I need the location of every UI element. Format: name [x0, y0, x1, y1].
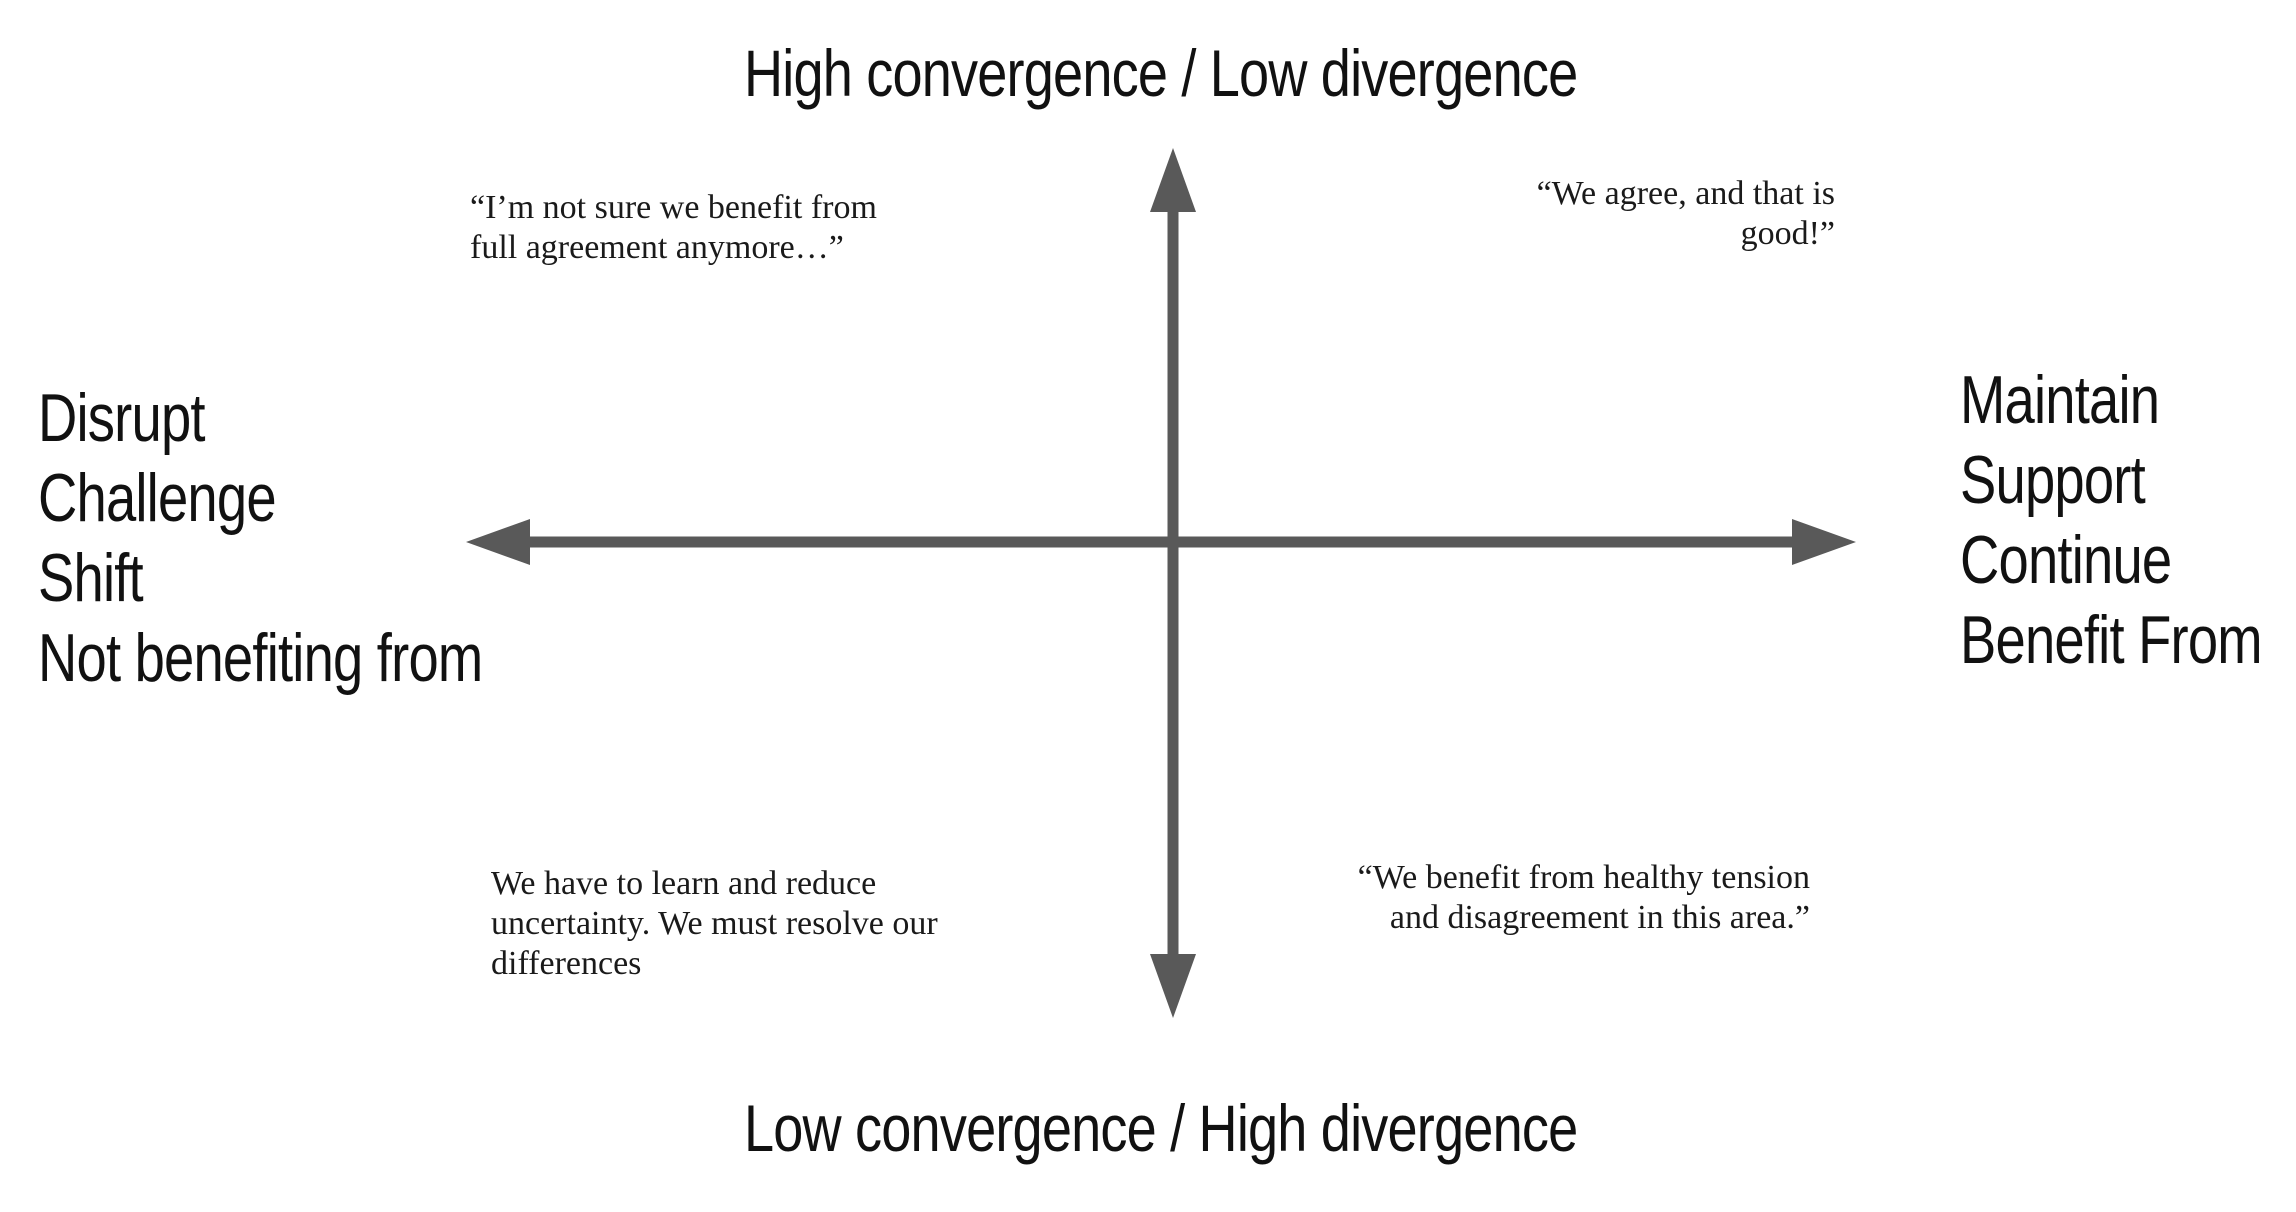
top-axis-label: High convergence / Low divergence — [744, 36, 1578, 110]
left-label-shift: Shift — [38, 540, 144, 616]
up-arrowhead — [1150, 148, 1196, 212]
bottom-axis-label: Low convergence / High divergence — [744, 1091, 1578, 1165]
quadrant-top-right-quote: “We agree, and that is good!” — [1536, 175, 1835, 252]
right-axis-labels: Maintain Support Continue Benefit From — [1960, 360, 2263, 680]
left-label-challenge: Challenge — [38, 460, 277, 536]
left-label-not-benefiting: Not benefiting from — [38, 620, 483, 696]
right-label-maintain: Maintain — [1960, 362, 2160, 438]
down-arrowhead — [1150, 954, 1196, 1018]
right-label-support: Support — [1960, 442, 2146, 518]
right-label-continue: Continue — [1960, 522, 2172, 598]
quadrant-top-left-quote: “I’m not sure we benefit from full agree… — [470, 189, 877, 266]
quadrant-bottom-right-quote: “We benefit from healthy tension and dis… — [1357, 859, 1810, 936]
right-label-benefit-from: Benefit From — [1960, 602, 2263, 678]
left-axis-labels: Disrupt Challenge Shift Not benefiting f… — [38, 378, 483, 698]
quadrant-bottom-left-quote: We have to learn and reduce uncertainty.… — [491, 865, 938, 982]
right-arrowhead — [1792, 519, 1856, 565]
left-arrowhead — [466, 519, 530, 565]
left-label-disrupt: Disrupt — [38, 380, 206, 456]
